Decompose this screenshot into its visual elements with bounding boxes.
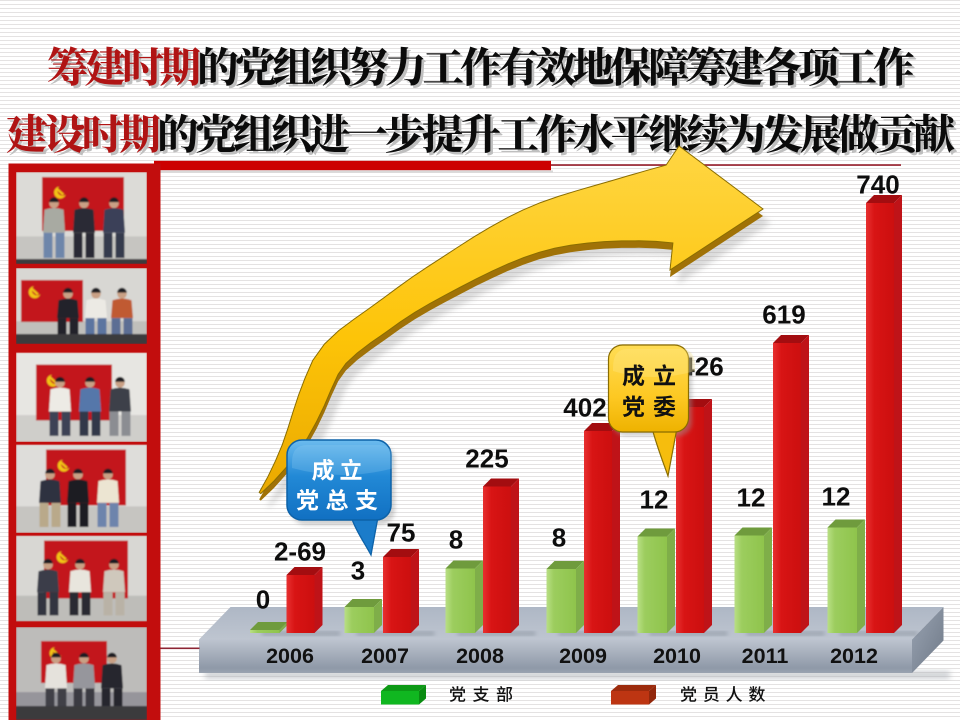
svg-text:619: 619 [762, 300, 805, 330]
svg-text:0: 0 [256, 585, 270, 615]
svg-text:2007: 2007 [361, 644, 409, 668]
svg-text:3: 3 [351, 556, 365, 586]
svg-text:12: 12 [640, 485, 669, 515]
svg-text:12: 12 [822, 482, 851, 512]
svg-text:8: 8 [449, 525, 463, 555]
svg-text:75: 75 [387, 518, 416, 548]
svg-text:2006: 2006 [266, 644, 314, 668]
svg-text:402: 402 [563, 393, 606, 423]
svg-text:740: 740 [856, 170, 899, 200]
svg-text:2009: 2009 [559, 644, 607, 668]
svg-text:12: 12 [737, 483, 766, 513]
svg-text:2012: 2012 [830, 644, 878, 668]
svg-text:8: 8 [552, 523, 566, 553]
svg-text:225: 225 [465, 444, 508, 474]
svg-text:2008: 2008 [456, 644, 504, 668]
svg-text:2-69: 2-69 [274, 537, 326, 567]
svg-text:2011: 2011 [742, 644, 789, 668]
svg-text:2010: 2010 [653, 644, 701, 668]
